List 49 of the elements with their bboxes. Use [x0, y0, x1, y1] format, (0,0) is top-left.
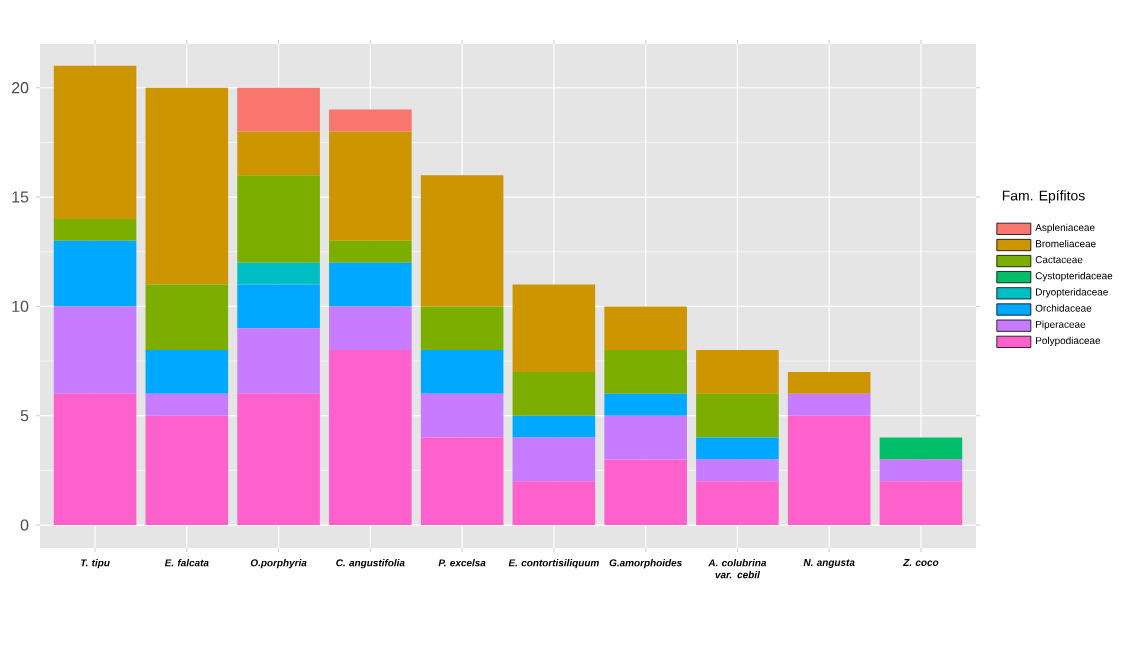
bar — [237, 131, 320, 176]
bar — [512, 371, 596, 416]
bar — [145, 87, 229, 285]
bar — [879, 437, 963, 460]
bar — [604, 350, 687, 394]
bar — [145, 284, 229, 351]
bar — [787, 393, 871, 416]
bar — [879, 459, 963, 482]
bar — [329, 350, 412, 526]
bar — [604, 306, 687, 351]
bar — [696, 481, 779, 526]
bar — [696, 350, 779, 394]
bar — [145, 350, 229, 394]
bar — [145, 415, 229, 526]
bar — [512, 284, 596, 372]
bar — [512, 437, 596, 482]
bar — [696, 459, 779, 482]
bar — [53, 240, 137, 307]
bar — [420, 437, 504, 526]
bar — [237, 262, 320, 285]
bar — [237, 284, 320, 329]
bar — [237, 393, 320, 526]
bar — [329, 109, 412, 132]
bar — [329, 240, 412, 263]
bar — [53, 393, 137, 526]
bar — [420, 393, 504, 438]
bar — [604, 415, 687, 460]
bar — [420, 175, 504, 307]
bar — [329, 131, 412, 241]
bar — [420, 306, 504, 351]
bar — [420, 350, 504, 394]
bar — [787, 415, 871, 526]
bar — [237, 87, 320, 132]
bar — [696, 393, 779, 438]
bar — [787, 371, 871, 394]
bar — [879, 481, 963, 526]
bar — [329, 262, 412, 307]
bar — [237, 175, 320, 263]
bar — [53, 306, 137, 394]
bar — [604, 459, 687, 526]
bar — [696, 437, 779, 460]
bar — [237, 328, 320, 394]
bar — [512, 415, 596, 438]
bar — [145, 393, 229, 416]
bar — [53, 218, 137, 241]
bar — [512, 481, 596, 526]
bar — [329, 306, 412, 351]
bar — [53, 65, 137, 219]
bar — [604, 393, 687, 416]
